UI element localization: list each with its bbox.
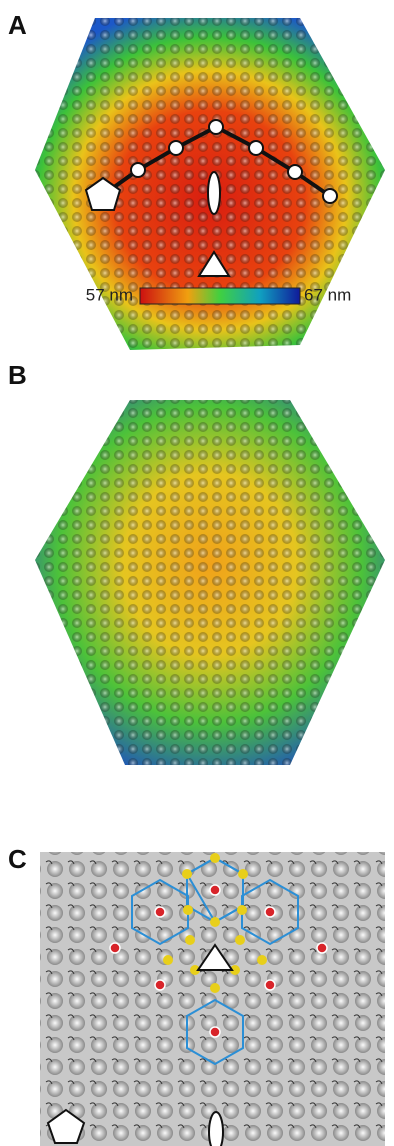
panel-label: B bbox=[8, 360, 27, 390]
colorbar-min: 57 nm bbox=[86, 285, 133, 304]
ellipse bbox=[208, 172, 220, 214]
panel-label: A bbox=[8, 10, 27, 40]
ellipse bbox=[209, 1112, 223, 1146]
colorbar bbox=[140, 288, 300, 304]
figure: A 57 nm 67 nm B C bbox=[0, 0, 394, 1146]
colorbar-max: 67 nm bbox=[304, 285, 351, 304]
panel-label: C bbox=[8, 844, 27, 874]
page: {"panels": [{"label": "A"}, {"label": "B… bbox=[0, 0, 394, 1146]
surface bbox=[40, 852, 385, 1146]
capsid-texture bbox=[35, 400, 385, 765]
